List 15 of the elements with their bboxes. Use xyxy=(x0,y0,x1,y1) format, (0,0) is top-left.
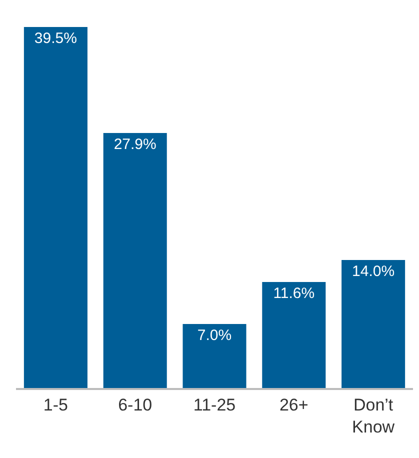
bar xyxy=(24,27,88,388)
bar xyxy=(262,282,326,388)
data-label: 39.5% xyxy=(34,30,77,47)
x-tick-label: 1-5 xyxy=(43,395,68,414)
data-label: 7.0% xyxy=(197,327,232,344)
x-tick-label: 11-25 xyxy=(193,395,236,414)
x-tick-label: Don’t Know xyxy=(352,395,396,436)
data-label: 11.6% xyxy=(273,284,315,302)
bar xyxy=(342,260,406,388)
x-tick-label: 6-10 xyxy=(118,395,152,414)
data-label: 14.0% xyxy=(352,263,395,280)
x-tick-label: 26+ xyxy=(279,395,308,414)
bar xyxy=(103,133,167,388)
bar xyxy=(182,324,246,388)
data-label: 27.9% xyxy=(114,136,156,154)
